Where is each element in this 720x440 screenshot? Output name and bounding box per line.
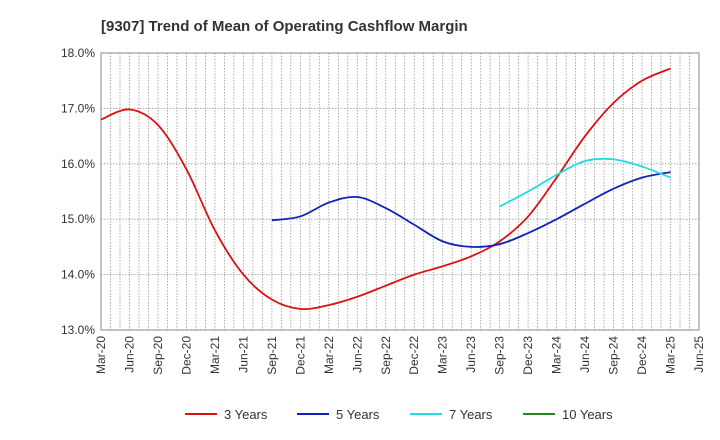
x-tick-label: Jun-22 <box>350 336 364 373</box>
legend-label-3-years: 3 Years <box>224 407 268 422</box>
series-line-5-years <box>271 171 671 248</box>
series-line-3-years <box>100 67 671 311</box>
legend-label-7-years: 7 Years <box>449 407 493 422</box>
x-tick-label: Mar-20 <box>94 336 108 374</box>
y-tick-label: 15.0% <box>61 212 95 226</box>
legend-label-10-years: 10 Years <box>562 407 613 422</box>
y-tick-label: 16.0% <box>61 157 95 171</box>
x-tick-label: Jun-23 <box>464 336 478 373</box>
chart-title: [9307] Trend of Mean of Operating Cashfl… <box>101 18 468 35</box>
x-tick-label: Mar-23 <box>436 336 450 374</box>
x-tick-label: Jun-20 <box>122 336 136 373</box>
x-tick-label: Dec-24 <box>635 336 649 375</box>
x-tick-label: Sep-24 <box>607 336 621 375</box>
x-tick-label: Jun-24 <box>578 336 592 373</box>
x-tick-label: Dec-23 <box>521 336 535 375</box>
legend: 3 Years 5 Years 7 Years 10 Years <box>185 407 613 422</box>
x-tick-label: Sep-21 <box>265 336 279 375</box>
y-tick-label: 13.0% <box>61 323 95 337</box>
x-tick-label: Dec-21 <box>293 336 307 375</box>
x-tick-label: Dec-22 <box>407 336 421 375</box>
x-tick-label: Mar-24 <box>550 336 564 374</box>
vertical-gridlines <box>110 53 690 330</box>
plot-border <box>100 52 700 331</box>
horizontal-gridlines <box>101 108 699 276</box>
series-lines <box>100 67 671 311</box>
x-tick-label: Jun-21 <box>236 336 250 373</box>
plot-area <box>101 53 699 330</box>
x-tick-label: Dec-20 <box>179 336 193 375</box>
y-tick-label: 14.0% <box>61 268 95 282</box>
x-tick-label: Jun-25 <box>692 336 706 373</box>
legend-label-5-years: 5 Years <box>336 407 380 422</box>
x-tick-label: Mar-22 <box>322 336 336 374</box>
x-tick-label: Mar-25 <box>664 336 678 374</box>
x-axis-tick-labels: Mar-20 Jun-20 Sep-20 Dec-20 Mar-21 Jun-21 Sep-… <box>94 336 706 375</box>
y-tick-label: 18.0% <box>61 46 95 60</box>
y-tick-label: 17.0% <box>61 101 95 115</box>
y-axis-tick-labels: 13.0% 14.0% 15.0% 16.0% 17.0% 18.0% <box>61 46 95 337</box>
x-tick-label: Mar-21 <box>208 336 222 374</box>
x-tick-label: Sep-22 <box>379 336 393 375</box>
x-tick-label: Sep-23 <box>493 336 507 375</box>
x-tick-label: Sep-20 <box>151 336 165 375</box>
series-line-7-years <box>499 157 671 208</box>
